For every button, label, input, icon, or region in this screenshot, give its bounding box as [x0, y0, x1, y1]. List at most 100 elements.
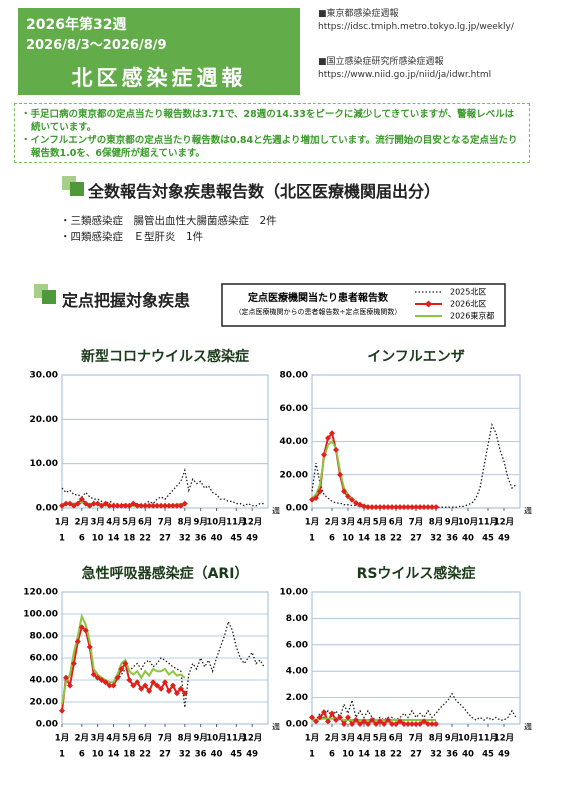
- month-label: 12月: [494, 518, 514, 528]
- y-tick-label: 120.00: [23, 588, 58, 598]
- data-point: [106, 502, 113, 509]
- month-label: 5月: [122, 518, 136, 528]
- link-url[interactable]: https://idsc.tmiph.metro.tokyo.lg.jp/wee…: [318, 22, 514, 32]
- y-tick-label: 20.00: [30, 698, 58, 708]
- x-tick-label: 45: [482, 750, 494, 760]
- month-label: 6月: [138, 518, 152, 528]
- month-label: 5月: [373, 518, 387, 528]
- data-point: [365, 721, 371, 727]
- icon: [42, 290, 56, 304]
- data-point: [154, 502, 161, 509]
- x-tick-label: 32: [179, 750, 191, 760]
- x-tick-label: 10: [342, 750, 354, 760]
- x-tick-label: 18: [374, 750, 386, 760]
- data-point: [345, 493, 351, 500]
- month-label: 9月: [193, 518, 207, 528]
- legend-subtitle: （定点医療機関からの患者報告数÷定点医療機関数）: [235, 307, 402, 316]
- data-point: [90, 671, 97, 678]
- x-tick-label: 36: [446, 534, 458, 544]
- month-label: 11月: [226, 734, 246, 744]
- data-point: [349, 496, 355, 503]
- data-point: [106, 682, 113, 689]
- y-tick-label: 2.00: [286, 693, 308, 703]
- data-point: [62, 674, 69, 681]
- data-point: [417, 721, 423, 727]
- data-point: [118, 502, 125, 509]
- plot-area: [311, 591, 521, 725]
- data-point: [114, 502, 121, 509]
- data-point: [385, 504, 391, 511]
- month-label: 6月: [389, 734, 403, 744]
- data-point: [433, 504, 439, 511]
- x-tick-label: 40: [462, 534, 474, 544]
- month-label: 1月: [55, 518, 69, 528]
- period: 2026/8/3～2026/8/9: [26, 38, 167, 53]
- data-point: [329, 430, 335, 437]
- series-line: [61, 612, 186, 705]
- chart-title: RSウイルス感染症: [357, 565, 476, 582]
- data-point: [417, 504, 423, 511]
- month-label: 2月: [325, 518, 339, 528]
- data-point: [173, 502, 180, 509]
- report-title: 北区感染症週報: [71, 66, 247, 90]
- month-label: 9月: [445, 734, 459, 744]
- data-point: [130, 500, 137, 507]
- section-heading: 全数報告対象疾患報告数（北区医療機関届出分）: [88, 182, 441, 201]
- y-tick-label: 8.00: [286, 614, 308, 624]
- data-point: [98, 502, 105, 509]
- data-point: [321, 709, 327, 716]
- x-tick-label: 49: [498, 750, 510, 760]
- data-point: [309, 714, 315, 721]
- month-label: 7月: [409, 518, 423, 528]
- month-label: 4月: [106, 734, 120, 744]
- notice: ・手足口病の東京都の定点当たり報告数は3.71で、28週の14.33をピークに減…: [21, 109, 515, 133]
- data-point: [66, 682, 73, 689]
- x-tick-label: 1: [59, 750, 65, 760]
- data-point: [325, 435, 331, 442]
- week: 2026年第32週: [26, 17, 127, 33]
- data-point: [165, 502, 172, 509]
- x-tick-label: 45: [230, 750, 242, 760]
- data-point: [373, 721, 379, 727]
- legend-title: 定点医療機関当たり患者報告数: [248, 291, 389, 304]
- y-tick-label: 40.00: [280, 437, 308, 447]
- data-point: [333, 717, 339, 724]
- x-tick-label: 22: [139, 750, 151, 760]
- data-point: [110, 682, 117, 689]
- data-point: [59, 502, 65, 509]
- x-tick-label: 1: [309, 750, 315, 760]
- x-tick-label: 14: [108, 750, 120, 760]
- month-label: 7月: [158, 518, 172, 528]
- data-point: [337, 714, 343, 721]
- data-point: [325, 718, 331, 725]
- data-point: [393, 504, 399, 511]
- y-tick-label: 10.00: [280, 588, 308, 598]
- data-point: [158, 685, 165, 692]
- data-point: [62, 500, 69, 507]
- data-point: [405, 504, 411, 511]
- x-tick-label: 14: [108, 534, 120, 544]
- data-point: [181, 690, 188, 697]
- x-tick-label: 1: [309, 534, 315, 544]
- x-tick-label: 18: [123, 534, 135, 544]
- data-point: [357, 721, 363, 727]
- legend-label: 2025北区: [450, 288, 486, 297]
- data-point: [146, 688, 153, 694]
- data-point: [162, 679, 168, 686]
- data-point: [158, 502, 165, 509]
- data-point: [337, 471, 343, 478]
- month-label: 2月: [325, 734, 339, 744]
- list-item: ・三類感染症 腸管出血性大腸菌感染症 2件: [60, 215, 277, 227]
- month-label: 10月: [458, 734, 478, 744]
- data-point: [393, 721, 399, 727]
- month-label: 3月: [341, 518, 355, 528]
- data-point: [389, 504, 395, 511]
- y-tick-label: 60.00: [30, 654, 58, 664]
- notice-box: ・手足口病の東京都の定点当たり報告数は3.71で、28週の14.33をピークに減…: [14, 103, 530, 163]
- link-url[interactable]: https://www.niid.go.jp/niid/ja/idwr.html: [318, 70, 492, 80]
- data-point: [345, 714, 351, 721]
- month-label: 3月: [90, 518, 104, 528]
- month-label: 10月: [458, 518, 478, 528]
- data-point: [177, 685, 184, 692]
